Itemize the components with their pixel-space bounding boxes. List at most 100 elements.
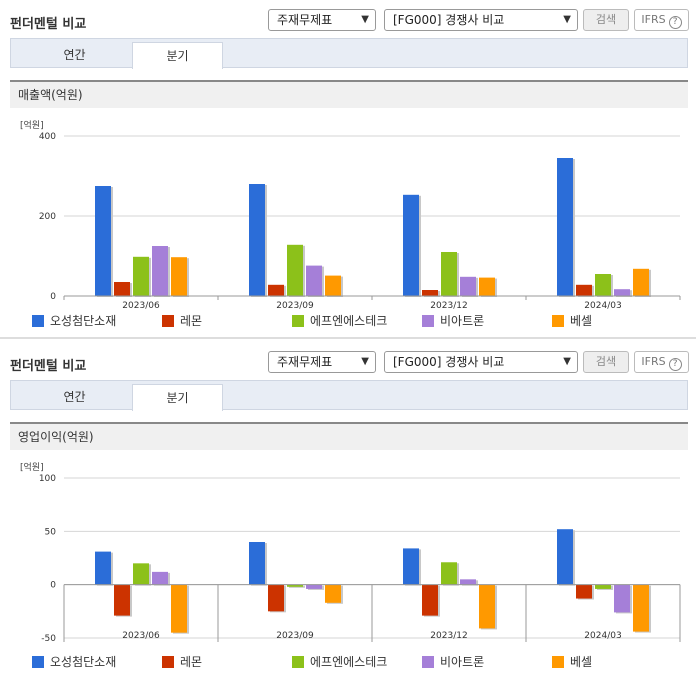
chart-title: 매출액(억원) <box>10 80 688 108</box>
tab-annual[interactable]: 연간 <box>63 390 86 404</box>
legend-label: 오성첨단소재 <box>50 655 117 669</box>
chart-title: 영업이익(억원) <box>10 422 688 450</box>
legend-label: 베셀 <box>570 655 593 669</box>
tab-quarterly[interactable]: 분기 <box>132 384 223 411</box>
chevron-down-icon: ▼ <box>361 356 369 367</box>
legend-label: 레몬 <box>180 655 203 669</box>
bar <box>422 584 438 616</box>
bar <box>441 252 457 296</box>
bar <box>595 274 611 296</box>
bar <box>133 563 149 585</box>
statement-select-value: 주재무제표 <box>277 355 333 369</box>
bar <box>460 579 476 585</box>
bar <box>114 282 130 296</box>
x-tick-label: 2024/03 <box>584 301 621 311</box>
bar <box>403 548 419 585</box>
legend-swatch <box>292 315 304 327</box>
bar <box>306 584 322 589</box>
x-tick-label: 2024/03 <box>584 631 621 641</box>
bar <box>171 584 187 633</box>
compare-select-value: [FG000] 경쟁사 비교 <box>393 13 505 27</box>
ifrs-help-button[interactable]: IFRS? <box>634 351 689 373</box>
bar <box>114 584 130 616</box>
bar <box>152 246 168 296</box>
tab-quarterly[interactable]: 분기 <box>132 42 223 69</box>
bar <box>403 194 419 296</box>
period-tabs: 연간 분기 <box>10 380 688 411</box>
statement-select[interactable]: 주재무제표 ▼ <box>268 351 376 373</box>
divider <box>0 337 696 339</box>
x-tick-label: 2023/06 <box>122 301 160 311</box>
y-tick-label: 50 <box>45 527 57 537</box>
legend-item[interactable]: 비아트론 <box>422 314 484 328</box>
legend-item[interactable]: 오성첨단소재 <box>32 655 116 669</box>
bar <box>249 542 265 585</box>
chevron-down-icon: ▼ <box>563 356 571 367</box>
bar <box>152 571 168 585</box>
bar <box>325 584 341 603</box>
y-tick-label: 0 <box>50 581 56 591</box>
bar <box>576 584 592 599</box>
y-tick-label: -50 <box>41 634 56 644</box>
x-tick-label: 2023/09 <box>276 301 314 311</box>
x-tick-label: 2023/12 <box>430 631 467 641</box>
bar <box>595 584 611 589</box>
legend-item[interactable]: 에프엔에스테크 <box>292 314 387 328</box>
legend-item[interactable]: 베셀 <box>552 655 592 669</box>
chevron-down-icon: ▼ <box>361 14 369 25</box>
bar <box>614 289 630 296</box>
ifrs-help-button[interactable]: IFRS? <box>634 9 689 31</box>
legend-label: 베셀 <box>570 314 593 328</box>
compare-select[interactable]: [FG000] 경쟁사 비교 ▼ <box>384 9 578 31</box>
legend-item[interactable]: 에프엔에스테크 <box>292 655 387 669</box>
y-tick-label: 200 <box>39 212 56 222</box>
bar <box>557 529 573 585</box>
search-button[interactable]: 검색 <box>583 9 629 31</box>
bar <box>633 268 649 296</box>
bar <box>325 275 341 296</box>
revenue-panel: 펀더멘털 비교 주재무제표 ▼ [FG000] 경쟁사 비교 ▼ 검색 IFRS? … <box>0 0 696 340</box>
compare-select-value: [FG000] 경쟁사 비교 <box>393 355 505 369</box>
legend-label: 레몬 <box>180 314 203 328</box>
legend-item[interactable]: 오성첨단소재 <box>32 314 116 328</box>
bar <box>95 551 111 585</box>
bar <box>460 276 476 296</box>
x-tick-label: 2023/12 <box>430 301 467 311</box>
chart-legend: 오성첨단소재 레몬 에프엔에스테크 비아트론 베셀 <box>0 314 696 332</box>
legend-item[interactable]: 레몬 <box>162 655 202 669</box>
bar <box>287 244 303 296</box>
legend-label: 비아트론 <box>440 314 485 328</box>
bar <box>268 284 284 296</box>
bar <box>249 184 265 296</box>
chevron-down-icon: ▼ <box>563 14 571 25</box>
y-unit-label: [억원] <box>20 463 44 473</box>
legend-item[interactable]: 비아트론 <box>422 655 484 669</box>
y-unit-label: [억원] <box>20 121 44 131</box>
legend-swatch <box>162 656 174 668</box>
y-tick-label: 0 <box>50 292 56 302</box>
legend-item[interactable]: 레몬 <box>162 314 202 328</box>
compare-select[interactable]: [FG000] 경쟁사 비교 ▼ <box>384 351 578 373</box>
bar <box>479 277 495 296</box>
tab-annual[interactable]: 연간 <box>63 48 86 62</box>
bar <box>633 584 649 632</box>
legend-item[interactable]: 베셀 <box>552 314 592 328</box>
bar <box>95 186 111 296</box>
bar <box>614 584 630 613</box>
ifrs-label: IFRS <box>641 355 666 368</box>
bar <box>479 584 495 629</box>
search-button[interactable]: 검색 <box>583 351 629 373</box>
bar <box>171 257 187 296</box>
legend-swatch <box>292 656 304 668</box>
statement-select[interactable]: 주재무제표 ▼ <box>268 9 376 31</box>
bar <box>422 290 438 296</box>
legend-swatch <box>32 315 44 327</box>
legend-label: 오성첨단소재 <box>50 314 117 328</box>
legend-swatch <box>422 656 434 668</box>
chart-legend: 오성첨단소재 레몬 에프엔에스테크 비아트론 베셀 <box>0 655 696 673</box>
revenue-bar-chart: 0 200 400 2023/06 2023/09 2023/12 2024/03 <box>39 132 681 311</box>
y-tick-label: 100 <box>39 474 56 484</box>
x-tick-label: 2023/06 <box>122 631 160 641</box>
ifrs-label: IFRS <box>641 13 666 26</box>
panel-header: 펀더멘털 비교 주재무제표 ▼ [FG000] 경쟁사 비교 ▼ 검색 IFRS? <box>0 342 696 380</box>
